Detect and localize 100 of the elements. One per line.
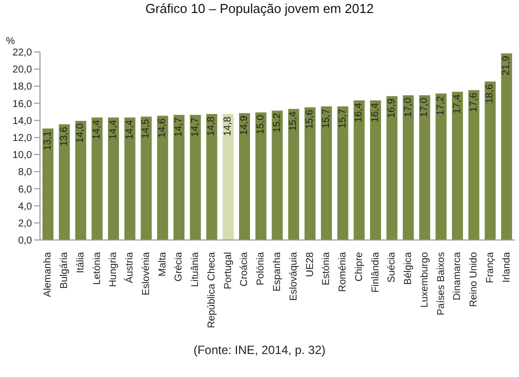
data-label: 15,6 [304, 109, 316, 130]
x-tick-label: Eslováquia [288, 252, 300, 301]
y-axis-title: % [6, 36, 15, 47]
bar [352, 99, 366, 240]
x-tick-label: Estónia [321, 252, 332, 286]
bar [58, 123, 71, 240]
bar [238, 112, 252, 240]
x-tick-label: Portugal [222, 252, 234, 290]
data-label: 18,6 [484, 84, 496, 104]
y-tick-label: 20,0 [12, 64, 32, 76]
y-tick-label: 0,0 [18, 236, 32, 247]
y-tick-label: 4,0 [18, 201, 32, 212]
bar [434, 92, 448, 240]
y-tick-label: 18,0 [12, 82, 32, 93]
x-tick-label: Itália [75, 252, 86, 274]
bar [270, 110, 284, 240]
data-label: 16,4 [354, 102, 365, 122]
bar [74, 120, 88, 240]
bar [500, 52, 514, 240]
x-tick-label: Áustria [124, 252, 136, 284]
data-label: 16,4 [370, 102, 382, 122]
chart-title: Gráfico 10 – População jovem em 2012 [144, 1, 375, 16]
bar [304, 106, 317, 240]
x-tick-label: Polónia [256, 252, 267, 286]
data-label: 14,7 [190, 116, 201, 137]
bar [205, 113, 218, 240]
bar [450, 90, 464, 240]
bar [172, 114, 186, 240]
bar [106, 116, 120, 240]
data-label: 13,6 [58, 126, 70, 146]
y-tick-label: 2,0 [18, 218, 32, 230]
x-tick-label: Letónia [92, 252, 103, 285]
x-tick-label: UE28 [304, 252, 316, 278]
bar [254, 111, 268, 240]
data-label: 14,5 [140, 118, 152, 139]
data-label: 15,7 [320, 108, 332, 128]
data-label: 14,4 [92, 120, 103, 140]
x-tick-label: Espanha [272, 252, 283, 292]
data-label: 17,6 [468, 92, 480, 112]
data-label: 14,9 [239, 115, 250, 136]
bar [123, 116, 136, 240]
data-label: 17,2 [436, 96, 447, 116]
bar [484, 80, 497, 240]
y-tick-label: 10,0 [12, 150, 32, 162]
x-tick-label: Malta [157, 252, 168, 276]
bar [320, 105, 333, 240]
x-tick-label: Hungria [108, 252, 120, 288]
bar [402, 94, 415, 240]
bar [369, 99, 382, 240]
x-tick-label: Lituânia [190, 252, 202, 288]
x-tick-label: Bélgica [403, 252, 414, 285]
data-label: 14,6 [157, 118, 168, 138]
bar [140, 116, 153, 240]
data-label: 21,9 [501, 55, 512, 76]
text: (Fonte: INE, 2014, p. 32) [192, 343, 327, 357]
x-tick-label: França [484, 252, 496, 284]
data-label: 15,4 [288, 110, 300, 131]
x-tick-label: Bulgária [59, 252, 70, 289]
bar [385, 95, 398, 240]
data-label: 14,4 [108, 120, 119, 140]
data-label: 16,9 [386, 98, 398, 118]
data-label: 14,8 [206, 116, 218, 136]
data-label: 14,0 [75, 122, 86, 143]
x-tick-label: Alemanha [42, 252, 54, 298]
bar [467, 89, 480, 240]
x-tick-label: Países Baixos [436, 252, 447, 316]
x-tick-label: Roménia [338, 252, 349, 292]
data-label: 17,0 [402, 97, 414, 118]
data-label: 13,1 [42, 130, 54, 151]
data-label: 15,7 [337, 108, 348, 128]
bar [90, 116, 104, 240]
data-label: 17,4 [452, 94, 463, 114]
bar [41, 128, 54, 240]
y-tick-label: 6,0 [18, 184, 32, 196]
data-label: 15,0 [255, 114, 266, 134]
x-tick-label: República Checa [206, 252, 218, 328]
data-label: 17,0 [419, 97, 430, 118]
x-tick-label: Eslovénia [140, 252, 152, 296]
y-tick-label: 22,0 [12, 48, 32, 59]
x-tick-label: Chipre [354, 252, 365, 282]
bar [418, 94, 432, 240]
bar [188, 114, 202, 240]
x-tick-label: Suécia [386, 252, 398, 283]
x-tick-label: Dinamarca [452, 252, 464, 300]
x-tick-label: Irlanda [501, 252, 512, 283]
y-tick-label: 16,0 [12, 98, 32, 110]
x-tick-label: Grécia [174, 252, 185, 282]
bar [287, 108, 300, 240]
x-tick-label: Reino Unido [468, 252, 480, 308]
data-label: 14,7 [174, 116, 184, 137]
bar [336, 105, 350, 240]
bar [222, 113, 235, 240]
y-tick-label: 8,0 [18, 167, 32, 178]
bar [156, 114, 170, 240]
y-tick-label: 12,0 [12, 133, 32, 144]
data-label: 14,4 [124, 120, 136, 140]
data-label: 15,2 [272, 112, 283, 133]
x-tick-label: Croácia [239, 252, 250, 286]
x-tick-label: Luxemburgo [419, 252, 430, 308]
data-label: 14,8 [222, 116, 234, 136]
